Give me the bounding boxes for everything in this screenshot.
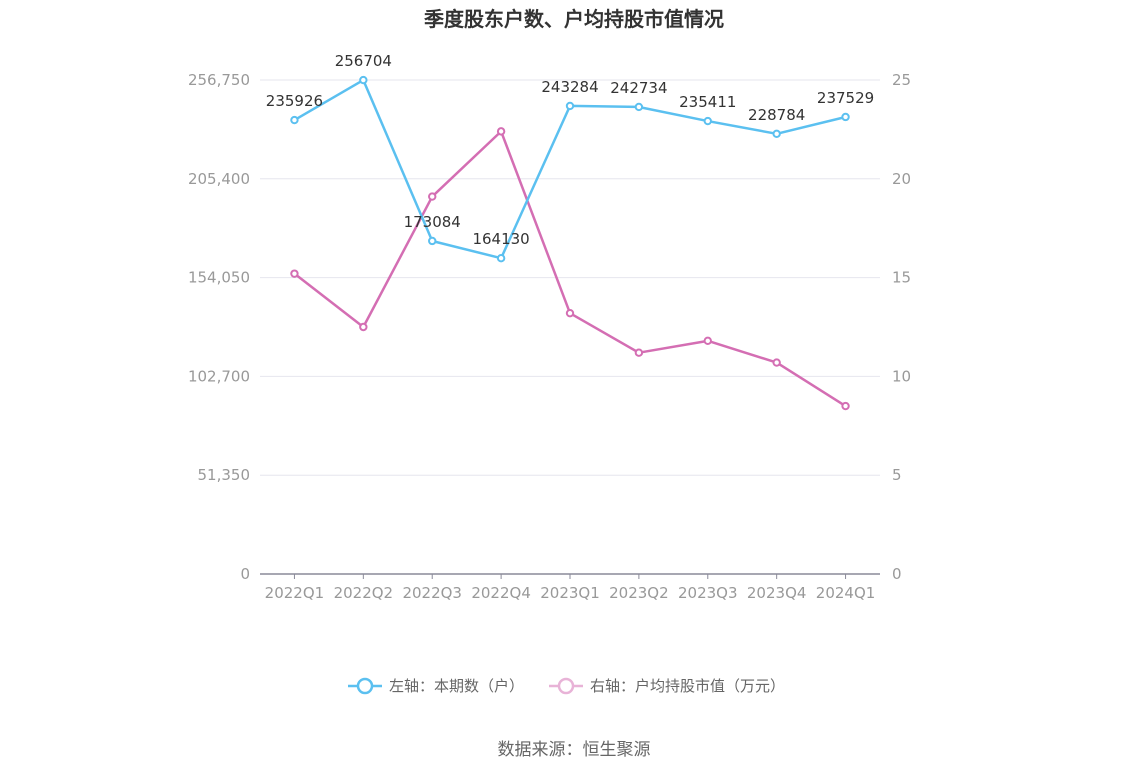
x-tick-label: 2024Q1 bbox=[816, 584, 876, 602]
chart-title: 季度股东户数、户均持股市值情况 bbox=[423, 7, 724, 31]
data-point[interactable] bbox=[496, 127, 506, 136]
data-point[interactable] bbox=[565, 101, 575, 111]
legend[interactable]: 左轴：本期数（户） 右轴：户均持股市值（万元） bbox=[348, 677, 785, 695]
legend-label-left: 左轴：本期数（户） bbox=[389, 677, 524, 695]
data-label: 235926 bbox=[266, 92, 323, 110]
series-avg-holding-value bbox=[290, 127, 850, 411]
grid-lines bbox=[260, 79, 880, 476]
data-point[interactable] bbox=[290, 115, 299, 125]
left-tick-label: 256,750 bbox=[188, 71, 250, 89]
data-point[interactable] bbox=[565, 308, 575, 318]
data-point[interactable] bbox=[772, 129, 781, 139]
left-tick-label: 0 bbox=[240, 565, 250, 583]
source-text: 数据来源：恒生聚源 bbox=[498, 740, 651, 760]
right-tick-label: 25 bbox=[892, 71, 911, 89]
data-point[interactable] bbox=[841, 112, 850, 122]
x-tick-label: 2022Q4 bbox=[471, 584, 531, 602]
right-tick-label: 0 bbox=[892, 565, 902, 583]
data-point[interactable] bbox=[772, 358, 781, 367]
x-tick-label: 2023Q4 bbox=[747, 584, 807, 602]
data-label: 243284 bbox=[541, 78, 598, 96]
data-point[interactable] bbox=[428, 192, 437, 201]
data-label: 242734 bbox=[610, 79, 667, 97]
x-tick-label: 2022Q2 bbox=[334, 584, 394, 602]
right-tick-label: 15 bbox=[892, 269, 911, 287]
data-point[interactable] bbox=[290, 269, 299, 278]
data-point[interactable] bbox=[359, 322, 368, 332]
left-tick-label: 205,400 bbox=[188, 170, 250, 188]
series-shareholder-count: 235926 256704 173084 164130 243284 242734 2354… bbox=[266, 52, 874, 263]
data-label: 235411 bbox=[679, 93, 736, 111]
legend-marker-left bbox=[356, 677, 374, 695]
left-tick-label: 51,350 bbox=[198, 466, 251, 484]
left-axis-ticks: 0 51,350 102,700 154,050 205,400 256,750 bbox=[188, 71, 250, 583]
x-tick-label: 2023Q3 bbox=[678, 584, 738, 602]
legend-item-right-series[interactable]: 右轴：户均持股市值（万元） bbox=[549, 677, 785, 695]
data-label: 237529 bbox=[817, 89, 874, 107]
right-tick-label: 10 bbox=[892, 367, 911, 385]
data-label: 173084 bbox=[404, 213, 461, 231]
x-tick-label: 2022Q1 bbox=[265, 584, 325, 602]
data-label: 256704 bbox=[335, 52, 392, 70]
legend-item-left-series[interactable]: 左轴：本期数（户） bbox=[348, 677, 524, 695]
data-point[interactable] bbox=[359, 75, 368, 85]
data-point[interactable] bbox=[634, 102, 644, 112]
data-point[interactable] bbox=[703, 336, 712, 346]
data-point[interactable] bbox=[703, 116, 712, 126]
legend-marker-right bbox=[557, 677, 575, 695]
data-point[interactable] bbox=[428, 236, 437, 246]
right-axis-ticks: 0 5 10 15 20 25 bbox=[892, 71, 911, 583]
right-tick-label: 5 bbox=[892, 466, 902, 484]
left-tick-label: 154,050 bbox=[188, 269, 250, 287]
x-tick-label: 2022Q3 bbox=[402, 584, 462, 602]
right-tick-label: 20 bbox=[892, 170, 911, 188]
legend-label-right: 右轴：户均持股市值（万元） bbox=[590, 677, 785, 695]
left-tick-label: 102,700 bbox=[188, 367, 250, 385]
series-line bbox=[293, 130, 847, 408]
x-tick-label: 2023Q1 bbox=[540, 584, 600, 602]
series-layer: 235926 256704 173084 164130 243284 242734 2354… bbox=[266, 52, 874, 411]
data-point[interactable] bbox=[634, 348, 644, 357]
data-label: 164130 bbox=[472, 230, 529, 248]
x-tick-label: 2023Q2 bbox=[609, 584, 669, 602]
data-point[interactable] bbox=[496, 254, 506, 263]
x-axis-ticks: 2022Q1 2022Q2 2022Q3 2022Q4 2023Q1 2023Q2 2023… bbox=[265, 574, 876, 602]
data-label: 228784 bbox=[748, 106, 805, 124]
data-point[interactable] bbox=[841, 401, 850, 411]
